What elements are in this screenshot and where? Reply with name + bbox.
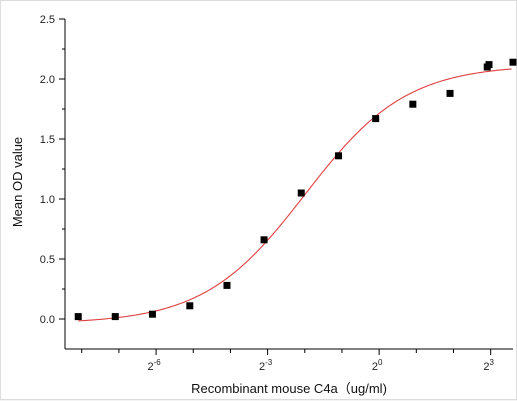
x-tick-label: 20 xyxy=(372,358,383,373)
data-point xyxy=(260,236,268,244)
data-point xyxy=(148,310,156,318)
data-point xyxy=(446,89,454,97)
x-tick-label: 2-6 xyxy=(147,358,161,373)
x-tick-label: 2-3 xyxy=(259,358,273,373)
data-point xyxy=(297,189,305,197)
data-point xyxy=(186,302,194,310)
y-tick-label: 0.5 xyxy=(40,254,55,266)
data-point xyxy=(372,115,380,123)
x-tick-exponent: 3 xyxy=(490,358,495,367)
data-point xyxy=(223,281,231,289)
data-point xyxy=(409,100,417,108)
y-tick-label: 1.5 xyxy=(40,134,55,146)
y-axis-title: Mean OD value xyxy=(10,137,25,227)
y-tick-label: 2.0 xyxy=(40,74,55,86)
x-tick-base: 2 xyxy=(372,361,378,373)
x-tick-exponent: 0 xyxy=(378,358,383,367)
y-axis-ticks: 0.0 0.5 1.0 1.5 2.0 2.5 xyxy=(40,14,65,326)
y-tick-label: 2.5 xyxy=(40,14,55,26)
x-tick-base: 2 xyxy=(259,361,265,373)
y-tick-label: 1.0 xyxy=(40,194,55,206)
data-point xyxy=(74,313,82,321)
x-tick-label: 23 xyxy=(483,358,494,373)
data-point xyxy=(485,61,493,69)
data-points xyxy=(74,58,517,321)
y-tick-label: 0.0 xyxy=(40,314,55,326)
x-tick-base: 2 xyxy=(147,361,153,373)
x-tick-exponent: -3 xyxy=(265,358,273,367)
x-axis-title: Recombinant mouse C4a（ug/ml) xyxy=(191,381,387,396)
data-point xyxy=(335,152,343,160)
x-axis-ticks: 2-6 2-3 20 23 xyxy=(81,349,495,373)
data-point xyxy=(509,58,517,66)
x-tick-exponent: -6 xyxy=(154,358,162,367)
fit-curve xyxy=(78,68,512,322)
x-tick-base: 2 xyxy=(483,361,489,373)
data-point xyxy=(111,313,119,321)
